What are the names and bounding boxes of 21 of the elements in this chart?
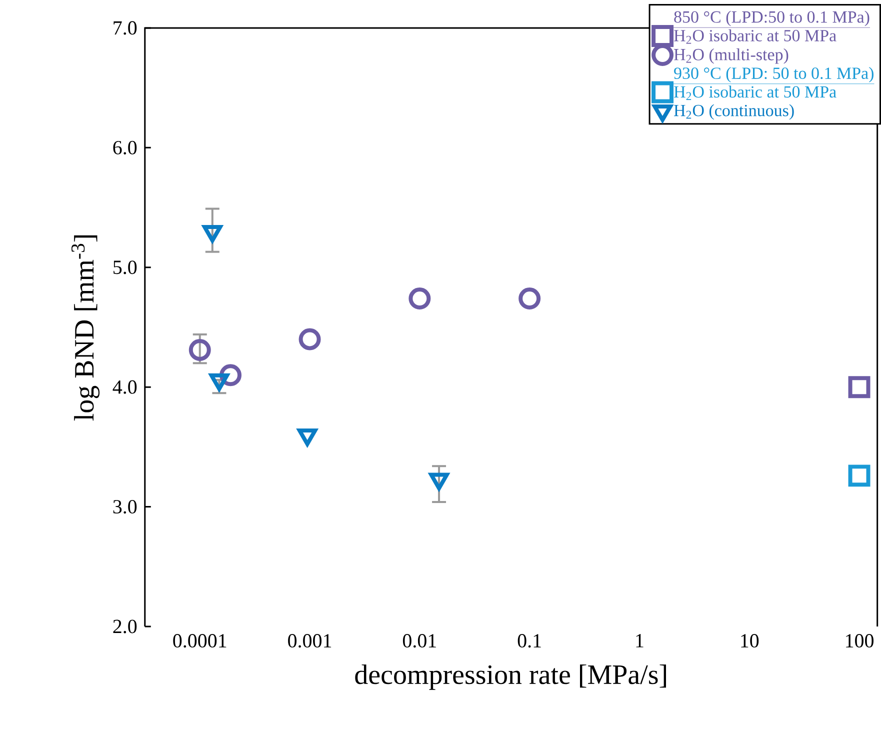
x-axis-title: decompression rate [MPa/s] xyxy=(355,664,666,690)
y-tick-label: 3.0 xyxy=(113,500,137,514)
y-tick-label: 2.0 xyxy=(113,620,137,634)
y-tick-label: 7.0 xyxy=(114,20,137,35)
legend-label: H$_{2}$O (continuous) xyxy=(674,104,794,120)
x-tick-label: 1 xyxy=(636,634,644,648)
legend-label: H$_{2}$O isobaric at 50 MPa xyxy=(674,85,836,100)
x-tick-label: 0.01 xyxy=(402,634,436,648)
y-tick-label: 5.0 xyxy=(114,260,137,274)
x-tick-label: 100 xyxy=(846,634,874,648)
annotation: 930 °C (LPD: 50 to 0.1 MPa) xyxy=(674,66,874,82)
y-tick-label: 4.0 xyxy=(112,380,137,394)
x-tick-label: 10 xyxy=(741,634,759,648)
legend-label: H$_{2}$O (multi-step) xyxy=(674,48,788,64)
text: 850 °C (LPD:50 to 0.1 MPa) xyxy=(674,10,870,26)
x-tick-label: 0.1 xyxy=(518,634,541,648)
y-axis-title: log BND [mm$^{-3}$] xyxy=(71,235,100,420)
y-tick-label: 6.0 xyxy=(113,140,137,154)
x-tick-label: 0.001 xyxy=(288,634,332,648)
legend-label: H$_{2}$O isobaric at 50 MPa xyxy=(674,29,836,44)
x-tick-label: 0.0001 xyxy=(173,634,226,648)
